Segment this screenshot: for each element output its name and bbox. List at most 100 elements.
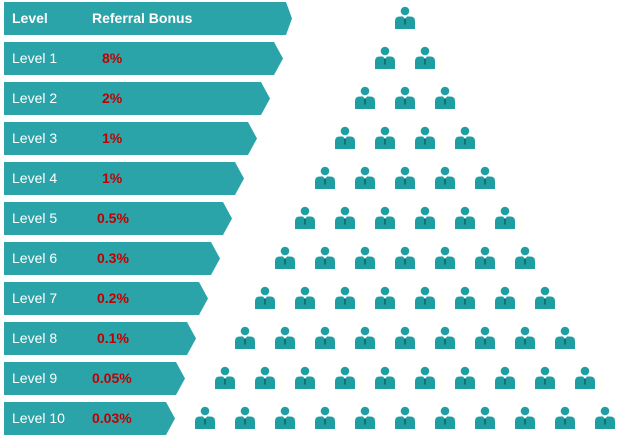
person-icon — [374, 126, 396, 150]
level-label: Level 3 — [12, 130, 58, 146]
level-band-8: Level 8 0.1% — [4, 322, 196, 355]
person-icon — [294, 286, 316, 310]
level-band-shape — [4, 202, 232, 235]
person-icon — [334, 366, 356, 390]
person-icon — [454, 126, 476, 150]
level-label: Level 10 — [12, 410, 65, 426]
person-icon — [314, 326, 336, 350]
person-icon — [474, 246, 496, 270]
person-icon — [454, 206, 476, 230]
person-icon — [394, 326, 416, 350]
person-icon — [374, 46, 396, 70]
level-band-1: Level 1 8% — [4, 42, 283, 75]
person-icon — [574, 366, 596, 390]
level-band-shape — [4, 282, 208, 315]
person-icon — [334, 206, 356, 230]
person-icon — [274, 406, 296, 430]
level-band-shape — [4, 82, 270, 115]
level-band-shape — [4, 322, 196, 355]
person-icon — [314, 166, 336, 190]
bonus-value: 1% — [102, 130, 123, 146]
person-icon — [474, 326, 496, 350]
person-icon — [394, 246, 416, 270]
person-icon — [474, 406, 496, 430]
person-icon — [394, 6, 416, 30]
person-icon — [254, 286, 276, 310]
level-band-shape — [4, 362, 185, 395]
level-label: Level 2 — [12, 90, 58, 106]
level-label: Level 4 — [12, 170, 58, 186]
person-icon — [294, 366, 316, 390]
person-icon — [594, 406, 616, 430]
person-icon — [554, 406, 576, 430]
person-icon — [334, 286, 356, 310]
person-icon — [494, 366, 516, 390]
person-icon — [254, 366, 276, 390]
header-band-shape — [4, 2, 292, 35]
person-icon — [494, 286, 516, 310]
person-icon — [394, 166, 416, 190]
person-icon — [414, 206, 436, 230]
bonus-value: 0.05% — [92, 370, 132, 386]
person-icon — [234, 326, 256, 350]
header-band: Level Referral Bonus — [4, 2, 292, 35]
person-icon — [294, 206, 316, 230]
header-level-label: Level — [12, 10, 48, 26]
bonus-value: 1% — [102, 170, 123, 186]
level-band-shape — [4, 42, 283, 75]
person-icon — [354, 326, 376, 350]
bonus-value: 2% — [102, 90, 123, 106]
level-label: Level 7 — [12, 290, 58, 306]
level-band-shape — [4, 402, 175, 435]
person-icon — [314, 406, 336, 430]
level-label: Level 6 — [12, 250, 58, 266]
person-icon — [194, 406, 216, 430]
level-band-2: Level 2 2% — [4, 82, 270, 115]
person-icon — [334, 126, 356, 150]
person-icon — [554, 326, 576, 350]
person-icon — [414, 46, 436, 70]
person-icon — [534, 286, 556, 310]
person-icon — [454, 366, 476, 390]
header-bonus-label: Referral Bonus — [92, 10, 193, 26]
bonus-value: 0.03% — [92, 410, 132, 426]
person-icon — [514, 246, 536, 270]
person-icon — [374, 366, 396, 390]
level-band-5: Level 5 0.5% — [4, 202, 232, 235]
person-icon — [274, 246, 296, 270]
person-icon — [434, 406, 456, 430]
level-label: Level 9 — [12, 370, 58, 386]
person-icon — [374, 206, 396, 230]
bonus-value: 0.3% — [97, 250, 129, 266]
level-band-6: Level 6 0.3% — [4, 242, 220, 275]
person-icon — [514, 406, 536, 430]
person-icon — [434, 166, 456, 190]
person-icon — [234, 406, 256, 430]
person-icon — [354, 166, 376, 190]
level-band-7: Level 7 0.2% — [4, 282, 208, 315]
person-icon — [414, 286, 436, 310]
bonus-value: 0.1% — [97, 330, 129, 346]
level-band-shape — [4, 242, 220, 275]
level-band-3: Level 3 1% — [4, 122, 257, 155]
bonus-value: 0.5% — [97, 210, 129, 226]
person-icon — [434, 86, 456, 110]
person-icon — [354, 86, 376, 110]
person-icon — [354, 246, 376, 270]
person-icon — [414, 366, 436, 390]
person-icon — [494, 206, 516, 230]
person-icon — [314, 246, 336, 270]
level-label: Level 1 — [12, 50, 58, 66]
person-icon — [474, 166, 496, 190]
person-icon — [354, 406, 376, 430]
person-icon — [434, 326, 456, 350]
person-icon — [514, 326, 536, 350]
level-label: Level 5 — [12, 210, 58, 226]
level-band-9: Level 9 0.05% — [4, 362, 185, 395]
person-icon — [534, 366, 556, 390]
level-band-shape — [4, 122, 257, 155]
person-icon — [434, 246, 456, 270]
person-icon — [394, 406, 416, 430]
level-band-10: Level 10 0.03% — [4, 402, 175, 435]
